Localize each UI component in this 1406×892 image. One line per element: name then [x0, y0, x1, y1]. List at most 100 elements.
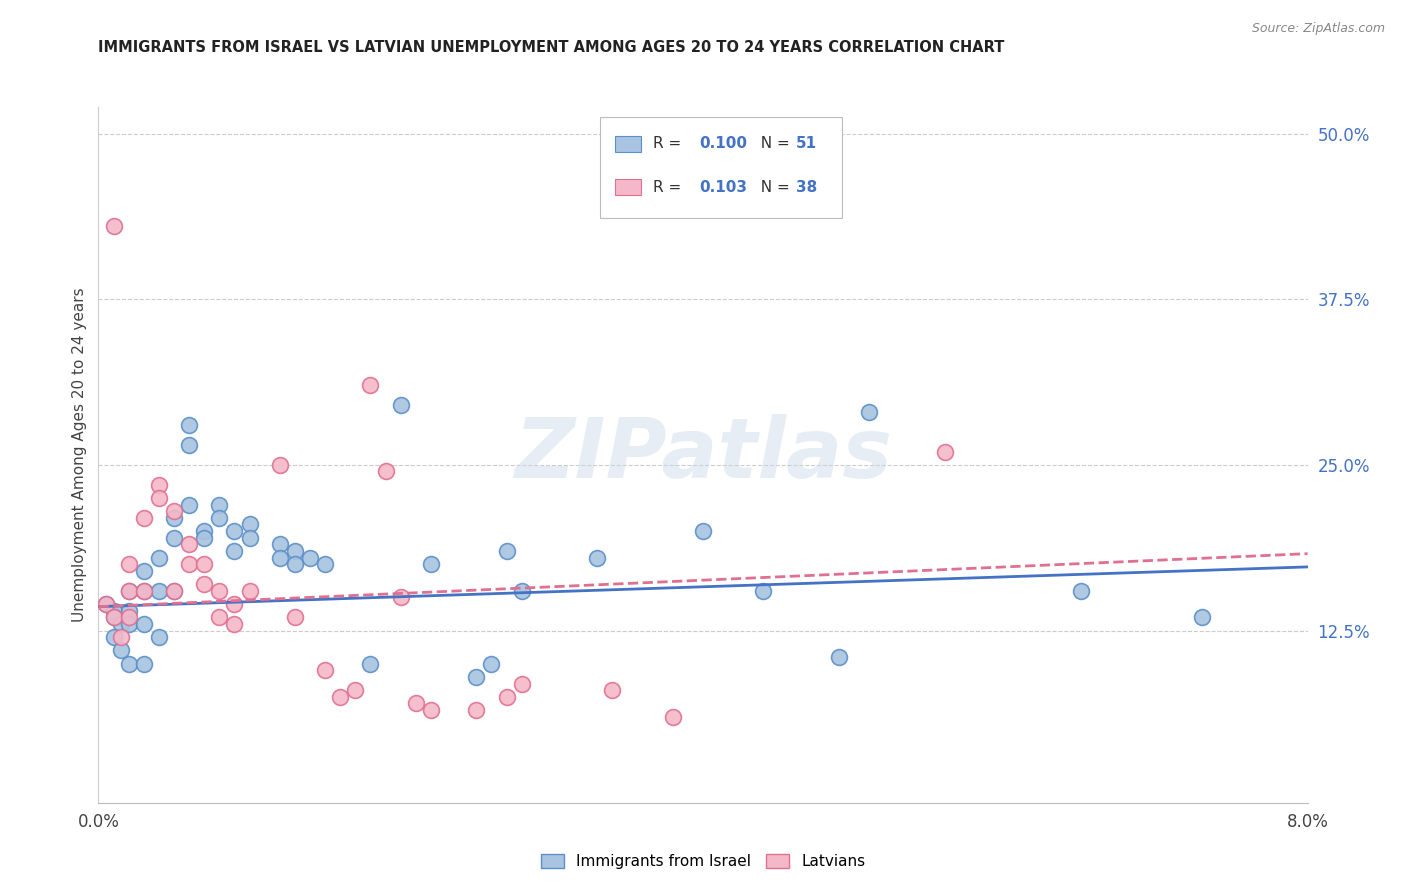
Text: N =: N = [751, 179, 794, 194]
Point [692, 524, 714, 538]
Point [163, 504, 186, 518]
Point [239, 583, 262, 598]
Text: 38: 38 [796, 179, 817, 194]
Point [269, 550, 291, 565]
Point [208, 498, 231, 512]
Text: N =: N = [751, 136, 794, 152]
Point [193, 577, 215, 591]
Point [420, 703, 443, 717]
Point [828, 650, 851, 665]
Point [110, 643, 132, 657]
Text: Source: ZipAtlas.com: Source: ZipAtlas.com [1251, 22, 1385, 36]
Point [118, 604, 141, 618]
Text: R =: R = [654, 179, 686, 194]
Point [132, 564, 155, 578]
Point [163, 511, 186, 525]
Point [495, 544, 517, 558]
Point [284, 610, 307, 624]
Point [103, 610, 125, 624]
Point [103, 630, 125, 644]
Point [389, 398, 412, 412]
Point [163, 583, 186, 598]
FancyBboxPatch shape [614, 136, 641, 152]
Point [148, 550, 170, 565]
Point [118, 657, 141, 671]
Point [1070, 583, 1092, 598]
Point [103, 610, 125, 624]
Point [465, 703, 488, 717]
Text: IMMIGRANTS FROM ISRAEL VS LATVIAN UNEMPLOYMENT AMONG AGES 20 TO 24 YEARS CORRELA: IMMIGRANTS FROM ISRAEL VS LATVIAN UNEMPL… [98, 40, 1005, 55]
Point [163, 531, 186, 545]
Point [224, 597, 246, 611]
Point [179, 438, 201, 452]
Text: 51: 51 [796, 136, 817, 152]
Point [239, 531, 262, 545]
Point [148, 583, 170, 598]
Point [208, 610, 231, 624]
Point [602, 683, 624, 698]
Text: R =: R = [654, 136, 686, 152]
Text: 0.103: 0.103 [699, 179, 748, 194]
Point [110, 630, 132, 644]
FancyBboxPatch shape [614, 179, 641, 194]
Point [284, 544, 307, 558]
Point [481, 657, 503, 671]
Point [132, 511, 155, 525]
Point [374, 465, 396, 479]
Point [420, 558, 443, 572]
Point [314, 558, 336, 572]
Point [148, 491, 170, 505]
Text: 0.100: 0.100 [699, 136, 748, 152]
Point [269, 458, 291, 472]
Point [208, 583, 231, 598]
Point [118, 583, 141, 598]
Point [148, 630, 170, 644]
Point [193, 524, 215, 538]
Point [858, 405, 880, 419]
Point [110, 616, 132, 631]
Point [132, 616, 155, 631]
Point [118, 583, 141, 598]
Point [94, 597, 117, 611]
FancyBboxPatch shape [600, 118, 842, 219]
Point [132, 657, 155, 671]
Point [193, 558, 215, 572]
Point [314, 663, 336, 677]
Point [179, 498, 201, 512]
Point [510, 583, 533, 598]
Point [224, 616, 246, 631]
Point [465, 670, 488, 684]
Point [661, 709, 683, 723]
Point [179, 558, 201, 572]
Point [94, 597, 117, 611]
Point [389, 591, 412, 605]
Point [586, 550, 609, 565]
Point [299, 550, 322, 565]
Legend: Immigrants from Israel, Latvians: Immigrants from Israel, Latvians [534, 848, 872, 875]
Point [179, 418, 201, 433]
Point [934, 444, 956, 458]
Point [148, 477, 170, 491]
Point [179, 537, 201, 551]
Point [132, 583, 155, 598]
Point [208, 511, 231, 525]
Point [132, 583, 155, 598]
Point [118, 616, 141, 631]
Y-axis label: Unemployment Among Ages 20 to 24 years: Unemployment Among Ages 20 to 24 years [72, 287, 87, 623]
Point [193, 531, 215, 545]
Point [284, 558, 307, 572]
Point [224, 544, 246, 558]
Text: ZIPatlas: ZIPatlas [515, 415, 891, 495]
Point [239, 517, 262, 532]
Point [510, 676, 533, 690]
Point [360, 657, 382, 671]
Point [103, 219, 125, 234]
Point [360, 378, 382, 392]
Point [163, 583, 186, 598]
Point [344, 683, 367, 698]
Point [118, 558, 141, 572]
Point [224, 524, 246, 538]
Point [495, 690, 517, 704]
Point [118, 610, 141, 624]
Point [103, 604, 125, 618]
